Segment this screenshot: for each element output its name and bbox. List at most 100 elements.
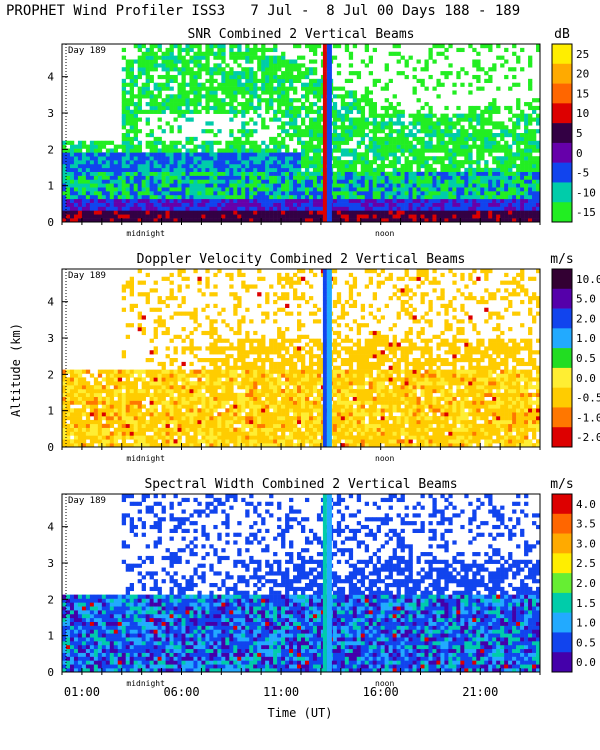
colorbar-swatch xyxy=(552,162,572,183)
colorbar-tick-label: 1.0 xyxy=(576,332,596,345)
y-tick-label: 0 xyxy=(47,441,54,454)
colorbar-swatch xyxy=(552,387,572,408)
y-tick-label: 1 xyxy=(47,180,54,193)
colorbar-tick-label: 25 xyxy=(576,48,589,61)
colorbar-tick-label: 0.5 xyxy=(576,636,596,649)
colorbar-tick-label: -10 xyxy=(576,186,596,199)
colorbar-unit: m/s xyxy=(550,252,573,267)
y-axis-label: Altitude (km) xyxy=(9,323,23,417)
heatmap-cells xyxy=(62,494,541,673)
x-tick-label: 16:00 xyxy=(363,685,399,699)
colorbar-swatch xyxy=(552,494,572,515)
colorbar-swatch xyxy=(552,592,572,613)
noon-label: noon xyxy=(375,229,394,238)
colorbar-tick-label: 3.0 xyxy=(576,537,596,550)
panel-title: Doppler Velocity Combined 2 Vertical Bea… xyxy=(137,252,466,267)
colorbar-swatch xyxy=(552,44,572,65)
colorbar-swatch xyxy=(552,632,572,653)
x-tick-label: 01:00 xyxy=(64,685,100,699)
colorbar-swatch xyxy=(552,142,572,163)
y-tick-label: 0 xyxy=(47,666,54,679)
colorbar-swatch xyxy=(552,83,572,104)
y-tick-label: 2 xyxy=(47,593,54,606)
colorbar-tick-label: 15 xyxy=(576,87,589,100)
midnight-label: midnight xyxy=(126,454,165,463)
figure-title: PROPHET Wind Profiler ISS3 7 Jul - 8 Jul… xyxy=(6,3,520,19)
x-tick-label: 06:00 xyxy=(163,685,199,699)
colorbar-tick-label: 2.0 xyxy=(576,312,596,325)
panel-1: SNR Combined 2 Vertical Beams dB Day 189 0 1… xyxy=(47,27,596,238)
colorbar-tick-label: 5 xyxy=(576,127,583,140)
y-tick-label: 4 xyxy=(47,296,54,309)
colorbar-swatch xyxy=(552,308,572,329)
midnight-label: midnight xyxy=(126,229,165,238)
colorbar-tick-label: 10.0 xyxy=(576,273,600,286)
x-axis-label: Time (UT) xyxy=(267,706,332,720)
colorbar: 25 20 15 10 5 0 -5 -10 -15 xyxy=(551,43,596,223)
y-tick-label: 2 xyxy=(47,143,54,156)
x-tick-label: 11:00 xyxy=(263,685,299,699)
colorbar: 10.0 5.0 2.0 1.0 0.5 0.0 -0.5 -1.0 -2.0 xyxy=(551,268,600,448)
midnight-label: midnight xyxy=(126,679,165,688)
colorbar-tick-label: 1.0 xyxy=(576,617,596,630)
colorbar-tick-label: 20 xyxy=(576,68,589,81)
colorbar-tick-label: 0.0 xyxy=(576,372,596,385)
colorbar-swatch xyxy=(552,182,572,203)
panel-title: Spectral Width Combined 2 Vertical Beams xyxy=(144,477,457,492)
colorbar-swatch xyxy=(552,573,572,594)
y-tick-label: 2 xyxy=(47,368,54,381)
y-tick-label: 3 xyxy=(47,332,54,345)
panel-title: SNR Combined 2 Vertical Beams xyxy=(188,27,415,42)
colorbar-tick-label: 10 xyxy=(576,107,589,120)
x-tick-label: 21:00 xyxy=(462,685,498,699)
colorbar-swatch xyxy=(552,513,572,534)
colorbar-tick-label: -2.0 xyxy=(576,431,600,444)
colorbar-tick-label: 0 xyxy=(576,147,583,160)
colorbar-tick-label: 0.5 xyxy=(576,352,596,365)
y-tick-label: 1 xyxy=(47,405,54,418)
day-label: Day 189 xyxy=(68,496,106,506)
y-tick-label: 3 xyxy=(47,557,54,570)
colorbar-tick-label: 0.0 xyxy=(576,656,596,669)
y-tick-label: 4 xyxy=(47,521,54,534)
y-tick-label: 0 xyxy=(47,216,54,229)
colorbar-swatch xyxy=(552,652,572,673)
colorbar-tick-label: -5 xyxy=(576,167,589,180)
colorbar-tick-label: 5.0 xyxy=(576,293,596,306)
colorbar-unit: m/s xyxy=(550,477,573,492)
colorbar-swatch xyxy=(552,288,572,309)
colorbar: 4.0 3.5 3.0 2.5 2.0 1.5 1.0 0.5 0.0 xyxy=(551,493,596,673)
colorbar-tick-label: 2.0 xyxy=(576,577,596,590)
colorbar-swatch xyxy=(552,123,572,144)
colorbar-swatch xyxy=(552,202,572,223)
colorbar-unit: dB xyxy=(554,27,570,42)
day-label: Day 189 xyxy=(68,271,106,281)
y-tick-label: 4 xyxy=(47,71,54,84)
panel-3: Spectral Width Combined 2 Vertical Beams… xyxy=(47,477,596,688)
colorbar-swatch xyxy=(552,427,572,448)
colorbar-swatch xyxy=(552,553,572,574)
colorbar-tick-label: -1.0 xyxy=(576,411,600,424)
colorbar-swatch xyxy=(552,612,572,633)
colorbar-tick-label: -15 xyxy=(576,206,596,219)
colorbar-swatch xyxy=(552,103,572,124)
colorbar-tick-label: 2.5 xyxy=(576,557,596,570)
y-tick-label: 3 xyxy=(47,107,54,120)
colorbar-tick-label: 4.0 xyxy=(576,498,596,511)
colorbar-swatch xyxy=(552,407,572,428)
noon-label: noon xyxy=(375,679,394,688)
colorbar-swatch xyxy=(552,367,572,388)
colorbar-swatch xyxy=(552,348,572,369)
heatmap-cells xyxy=(62,44,541,223)
y-tick-label: 1 xyxy=(47,630,54,643)
colorbar-swatch xyxy=(552,63,572,84)
heatmap-cells xyxy=(62,269,541,448)
colorbar-swatch xyxy=(552,328,572,349)
colorbar-tick-label: 1.5 xyxy=(576,597,596,610)
colorbar-tick-label: 3.5 xyxy=(576,518,596,531)
day-label: Day 189 xyxy=(68,46,106,56)
noon-label: noon xyxy=(375,454,394,463)
colorbar-swatch xyxy=(552,269,572,290)
colorbar-swatch xyxy=(552,533,572,554)
